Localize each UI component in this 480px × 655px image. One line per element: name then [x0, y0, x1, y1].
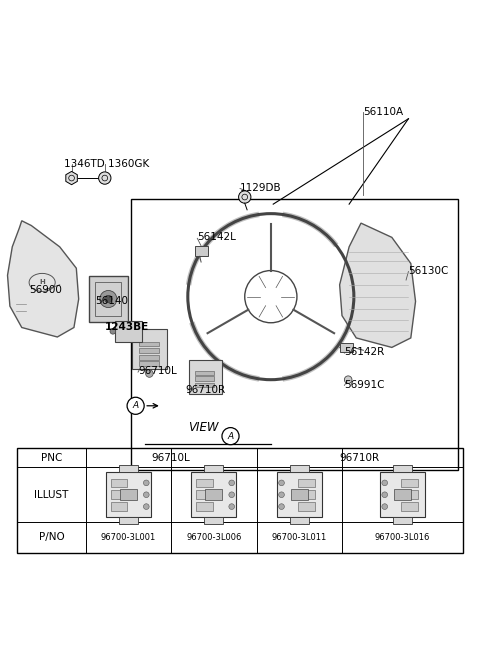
Circle shape [382, 504, 387, 510]
Polygon shape [340, 223, 416, 347]
Bar [106, 472, 151, 517]
Bar [111, 502, 127, 511]
Bar [298, 491, 315, 499]
Circle shape [229, 492, 235, 498]
Bar [380, 472, 425, 517]
Bar [394, 489, 411, 500]
Bar [298, 479, 315, 487]
Text: 56900: 56900 [29, 284, 62, 295]
FancyBboxPatch shape [132, 329, 167, 369]
Circle shape [222, 428, 239, 445]
Bar [290, 465, 309, 472]
Bar [139, 342, 159, 346]
Bar [196, 502, 213, 511]
Circle shape [127, 397, 144, 415]
FancyBboxPatch shape [115, 321, 142, 342]
Text: 96700-3L006: 96700-3L006 [186, 533, 241, 542]
Circle shape [279, 492, 284, 498]
Text: 56142R: 56142R [344, 347, 384, 357]
Bar [131, 199, 458, 470]
FancyBboxPatch shape [89, 276, 128, 322]
Bar [195, 377, 214, 381]
Text: VIEW: VIEW [188, 421, 219, 434]
Circle shape [145, 369, 153, 377]
Text: 56142L: 56142L [197, 233, 236, 242]
Bar [204, 517, 223, 525]
Bar [195, 383, 214, 387]
Text: PNC: PNC [41, 453, 62, 463]
Bar [192, 472, 237, 517]
Circle shape [105, 295, 112, 303]
Bar [196, 479, 213, 487]
Circle shape [229, 480, 235, 486]
Circle shape [344, 376, 352, 383]
Text: A: A [132, 402, 139, 410]
Circle shape [279, 480, 284, 486]
Bar [17, 449, 463, 553]
Text: ILLUST: ILLUST [34, 490, 69, 500]
Circle shape [229, 504, 235, 510]
Polygon shape [66, 172, 77, 185]
Bar [401, 479, 418, 487]
Bar [139, 361, 159, 366]
Bar [139, 348, 159, 352]
Circle shape [144, 480, 149, 486]
Circle shape [144, 504, 149, 510]
Circle shape [110, 328, 116, 334]
Text: 56110A: 56110A [363, 107, 404, 117]
Bar [139, 355, 159, 360]
Bar [298, 502, 315, 511]
Circle shape [382, 480, 387, 486]
Text: 1346TD 1360GK: 1346TD 1360GK [64, 159, 150, 169]
Bar [393, 517, 412, 525]
Bar [290, 517, 309, 525]
Bar [393, 465, 412, 472]
Text: 1129DB: 1129DB [240, 183, 282, 193]
Bar [119, 465, 138, 472]
Bar [196, 491, 213, 499]
Bar [401, 502, 418, 511]
Bar [340, 343, 353, 352]
FancyBboxPatch shape [189, 360, 222, 394]
Text: 96710L: 96710L [138, 366, 177, 376]
Text: H: H [39, 280, 45, 286]
Text: 96710R: 96710R [340, 453, 380, 463]
Bar [277, 472, 322, 517]
Text: 96700-3L001: 96700-3L001 [101, 533, 156, 542]
Circle shape [382, 492, 387, 498]
Circle shape [279, 504, 284, 510]
Text: P/NO: P/NO [38, 533, 64, 542]
Bar [204, 465, 223, 472]
Circle shape [100, 291, 117, 308]
Circle shape [98, 172, 111, 184]
Circle shape [239, 191, 251, 203]
Circle shape [144, 492, 149, 498]
Text: 1243BE: 1243BE [105, 322, 149, 333]
Text: 96700-3L016: 96700-3L016 [375, 533, 430, 542]
Bar [291, 489, 308, 500]
Bar [111, 479, 127, 487]
Polygon shape [8, 221, 79, 337]
Bar [119, 517, 138, 525]
Text: 56130C: 56130C [408, 265, 449, 276]
Bar [120, 489, 137, 500]
Text: 56140: 56140 [96, 297, 128, 307]
Bar [195, 246, 208, 256]
Text: A: A [228, 432, 234, 441]
Bar [401, 491, 418, 499]
Bar [195, 371, 214, 375]
Text: 56991C: 56991C [344, 381, 385, 390]
Bar [111, 491, 127, 499]
Bar [96, 282, 121, 316]
Bar [205, 489, 222, 500]
Text: 96710R: 96710R [185, 385, 226, 395]
Text: 96700-3L011: 96700-3L011 [272, 533, 327, 542]
Text: 96710L: 96710L [152, 453, 191, 463]
